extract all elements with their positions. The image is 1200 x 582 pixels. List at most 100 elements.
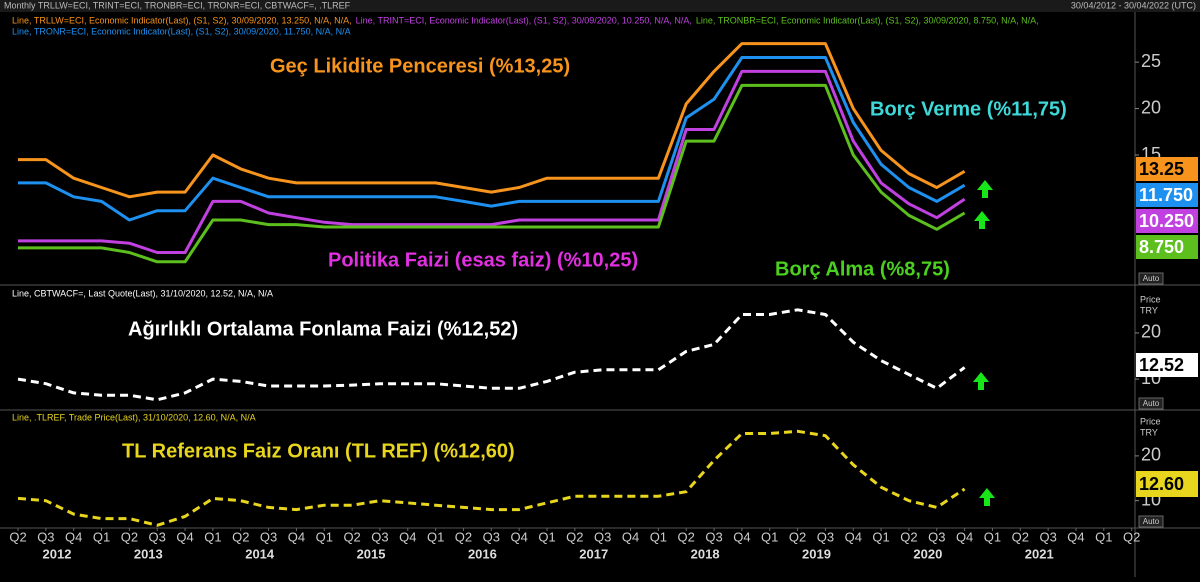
x-tick-label: Q3	[705, 529, 722, 544]
series-annotation: Ağırlıklı Ortalama Fonlama Faizi (%12,52…	[128, 318, 518, 340]
series-annotation: TL Referans Faiz Oranı (TL REF) (%12,60)	[122, 440, 515, 462]
legend-entry: Line, TRINT=ECI, Economic Indicator(Last…	[356, 15, 692, 25]
x-tick-label: Q3	[1039, 529, 1056, 544]
series-line	[18, 69, 966, 254]
price-label: Price	[1140, 416, 1161, 426]
last-value-label: 12.52	[1139, 355, 1184, 375]
x-tick-label: Q1	[538, 529, 555, 544]
x-tick-label: Q1	[427, 529, 444, 544]
x-tick-label: Q4	[1067, 529, 1084, 544]
series-line	[18, 83, 966, 264]
date-range: 30/04/2012 - 30/04/2022 (UTC)	[1071, 0, 1196, 10]
x-tick-label: Q2	[900, 529, 917, 544]
year-label: 2021	[1025, 546, 1054, 561]
x-tick-label: Q4	[956, 529, 973, 544]
header-bar	[0, 0, 1200, 12]
x-tick-label: Q4	[622, 529, 639, 544]
legend-entry: Line, TRONBR=ECI, Economic Indicator(Las…	[696, 15, 1039, 25]
last-value-box	[1136, 353, 1198, 377]
last-value-label: 11.750	[1139, 185, 1193, 205]
x-tick-label: Q4	[65, 529, 82, 544]
x-tick-label: Q1	[93, 529, 110, 544]
x-tick-label: Q4	[845, 529, 862, 544]
last-value-box	[1136, 235, 1198, 259]
up-arrow	[977, 180, 993, 198]
last-value-label: 13.25	[1139, 159, 1184, 179]
year-label: 2017	[579, 546, 608, 561]
x-tick-label: Q2	[343, 529, 360, 544]
last-value-label: 8.750	[1139, 237, 1184, 257]
last-value-box	[1136, 157, 1198, 181]
up-arrow	[973, 372, 989, 390]
x-tick-label: Q2	[455, 529, 472, 544]
x-tick-label: Q2	[678, 529, 695, 544]
x-tick-label: Q2	[1012, 529, 1029, 544]
series-line	[18, 56, 966, 222]
year-label: 2012	[43, 546, 72, 561]
x-tick-label: Q1	[650, 529, 667, 544]
auto-button-label: Auto	[1143, 399, 1160, 408]
x-tick-label: Q3	[371, 529, 388, 544]
year-label: 2015	[357, 546, 386, 561]
x-tick-label: Q2	[121, 529, 138, 544]
x-tick-label: Q4	[176, 529, 193, 544]
currency-label: TRY	[1140, 305, 1158, 315]
year-label: 2019	[802, 546, 831, 561]
series-annotation: Borç Verme (%11,75)	[870, 98, 1067, 120]
currency-label: TRY	[1140, 427, 1158, 437]
x-tick-label: Q2	[9, 529, 26, 544]
last-value-label: 10.250	[1139, 211, 1194, 231]
x-tick-label: Q3	[817, 529, 834, 544]
x-tick-label: Q2	[566, 529, 583, 544]
last-value-label: 12.60	[1139, 474, 1184, 494]
legend-entry: Line, TRLLW=ECI, Economic Indicator(Last…	[12, 15, 352, 25]
year-label: 2014	[245, 546, 275, 561]
x-tick-label: Q4	[733, 529, 750, 544]
series-annotation: Geç Likidite Penceresi (%13,25)	[270, 55, 570, 77]
y-tick-label: 20	[1141, 322, 1161, 342]
x-tick-label: Q1	[1095, 529, 1112, 544]
price-label: Price	[1140, 294, 1161, 304]
y-tick-label: 20	[1141, 97, 1161, 117]
up-arrow	[979, 488, 995, 506]
x-tick-label: Q3	[928, 529, 945, 544]
header-title: Monthly TRLLW=ECI, TRINT=ECI, TRONBR=ECI…	[4, 0, 351, 10]
y-tick-label: 20	[1141, 445, 1161, 465]
last-value-box	[1136, 209, 1198, 233]
x-tick-label: Q3	[149, 529, 166, 544]
arrows	[973, 180, 995, 506]
series-line	[17, 308, 966, 402]
x-tick-label: Q3	[483, 529, 500, 544]
series-line	[18, 42, 966, 199]
series-annotation: Borç Alma (%8,75)	[775, 258, 950, 280]
x-tick-label: Q1	[984, 529, 1001, 544]
x-tick-label: Q1	[204, 529, 221, 544]
series-line	[17, 429, 966, 527]
legend-entry: Line, CBTWACF=, Last Quote(Last), 31/10/…	[12, 288, 273, 298]
year-label: 2016	[468, 546, 497, 561]
x-tick-label: Q2	[1123, 529, 1140, 544]
series-annotation: Politika Faizi (esas faiz) (%10,25)	[328, 249, 638, 271]
auto-button	[1138, 397, 1164, 410]
last-value-box	[1136, 183, 1198, 207]
x-tick-label: Q2	[789, 529, 806, 544]
year-label: 2013	[134, 546, 163, 561]
auto-button-label: Auto	[1143, 274, 1160, 283]
x-tick-label: Q1	[761, 529, 778, 544]
x-tick-label: Q1	[316, 529, 333, 544]
up-arrow	[974, 211, 990, 229]
x-tick-label: Q4	[510, 529, 527, 544]
year-label: 2020	[913, 546, 942, 561]
x-tick-label: Q3	[260, 529, 277, 544]
x-tick-label: Q4	[288, 529, 305, 544]
x-tick-label: Q4	[399, 529, 416, 544]
legend-entry: Line, .TLREF, Trade Price(Last), 31/10/2…	[12, 412, 256, 422]
year-label: 2018	[691, 546, 720, 561]
x-tick-label: Q3	[37, 529, 54, 544]
x-tick-label: Q2	[232, 529, 249, 544]
auto-button	[1138, 515, 1164, 528]
y-tick-label: 25	[1141, 51, 1161, 71]
